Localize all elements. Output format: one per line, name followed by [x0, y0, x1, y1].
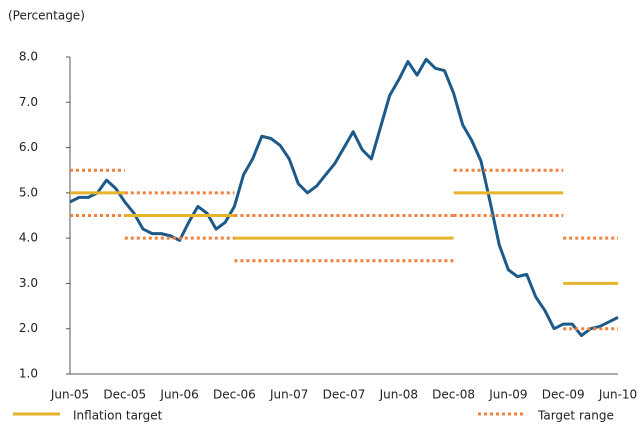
y-tick-label: 8.0: [19, 50, 38, 64]
x-tick-label: Jun-06: [159, 388, 198, 402]
x-tick-label: Jun-10: [598, 388, 637, 402]
y-tick-label: 4.0: [19, 231, 38, 245]
x-tick-label: Dec-08: [432, 388, 475, 402]
legend-label: Inflation target: [73, 409, 163, 423]
x-tick-label: Dec-07: [323, 388, 366, 402]
x-tick-label: Dec-06: [213, 388, 256, 402]
y-tick-label: 2.0: [19, 321, 38, 335]
x-tick-label: Jun-09: [488, 388, 527, 402]
y-tick-label: 5.0: [19, 185, 38, 199]
x-tick-label: Dec-09: [542, 388, 585, 402]
y-tick-label: 3.0: [19, 276, 38, 290]
x-tick-label: Jun-08: [379, 388, 418, 402]
y-axis-label: (Percentage): [8, 9, 85, 23]
data-line: [69, 57, 619, 338]
y-tick-label: 1.0: [19, 367, 38, 381]
x-tick-label: Jun-07: [269, 388, 308, 402]
legend-label: Target range: [537, 409, 614, 423]
x-tick-label: Jun-05: [50, 388, 89, 402]
y-tick-label: 7.0: [19, 95, 38, 109]
x-tick-label: Dec-05: [103, 388, 146, 402]
y-tick-label: 6.0: [19, 140, 38, 154]
